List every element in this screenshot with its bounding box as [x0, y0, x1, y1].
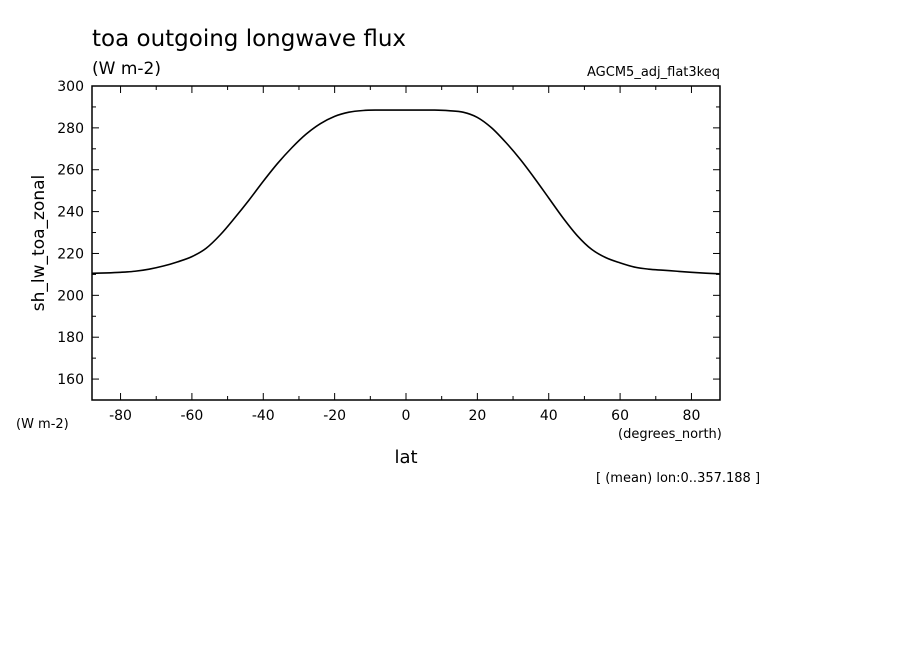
x-axis-units: (degrees_north) — [618, 427, 722, 442]
series-line — [91, 109, 721, 275]
x-tick-label: -60 — [180, 408, 203, 424]
y-tick-label: 280 — [57, 121, 84, 137]
y-axis-ticks: 160 180 200 220 240 260 280 300 — [57, 79, 720, 401]
x-axis-label: lat — [394, 447, 417, 468]
dataset-label: AGCM5_adj_flat3keq — [587, 65, 720, 80]
x-tick-label: 60 — [611, 408, 629, 424]
y-tick-label: 180 — [57, 330, 84, 346]
x-tick-label: 80 — [683, 408, 701, 424]
title-units: (W m-2) — [92, 59, 161, 79]
y-tick-label: 220 — [57, 246, 84, 262]
x-tick-label: -80 — [109, 408, 132, 424]
y-tick-label: 300 — [57, 79, 84, 95]
x-tick-label: 40 — [540, 408, 558, 424]
y-axis-units: (W m-2) — [16, 417, 69, 432]
y-tick-label: 240 — [57, 205, 84, 221]
y-tick-label: 160 — [57, 372, 84, 388]
x-tick-label: 0 — [402, 408, 411, 424]
x-tick-label: -40 — [252, 408, 275, 424]
y-tick-label: 200 — [57, 288, 84, 304]
x-tick-label: -20 — [323, 408, 346, 424]
x-axis-ticks: -80 -60 -40 -20 0 20 40 60 80 — [109, 86, 700, 424]
chart-title: toa outgoing longwave flux — [92, 26, 406, 52]
footnote: [ (mean) lon:0..357.188 ] — [596, 471, 760, 486]
plot-frame — [91, 85, 721, 401]
y-axis-label: sh_lw_toa_zonal — [29, 175, 49, 311]
x-tick-label: 20 — [468, 408, 486, 424]
y-tick-label: 260 — [57, 163, 84, 179]
